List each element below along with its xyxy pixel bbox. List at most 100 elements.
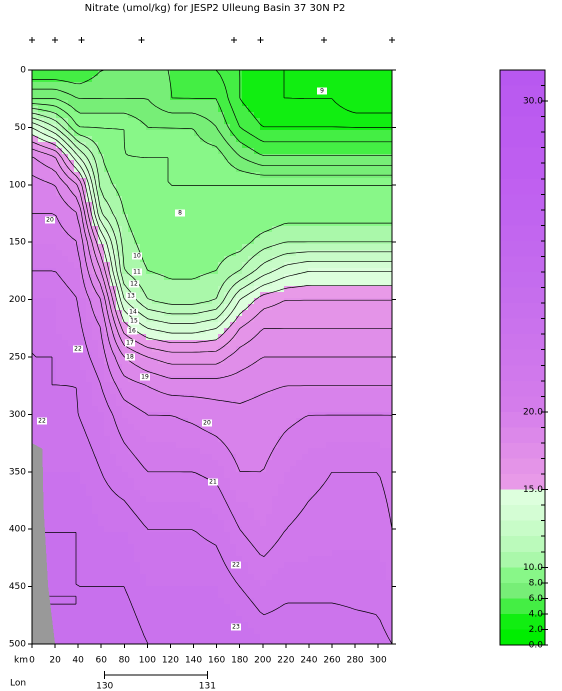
field-cell [116, 412, 122, 418]
field-cell [140, 418, 146, 424]
field-cell [44, 292, 50, 298]
field-cell [128, 190, 134, 196]
field-cell [344, 364, 350, 370]
field-cell [362, 82, 368, 88]
field-cell [248, 472, 254, 478]
field-cell [44, 76, 50, 82]
field-cell [260, 94, 266, 100]
field-cell [110, 334, 116, 340]
field-cell [326, 160, 332, 166]
field-cell [62, 106, 68, 112]
field-cell [200, 406, 206, 412]
field-cell [344, 532, 350, 538]
field-cell [50, 442, 56, 448]
field-cell [218, 118, 224, 124]
field-cell [302, 76, 308, 82]
field-cell [128, 178, 134, 184]
field-cell [176, 304, 182, 310]
field-cell [80, 556, 86, 562]
field-cell [272, 550, 278, 556]
field-cell [194, 178, 200, 184]
field-cell [224, 406, 230, 412]
field-cell [92, 388, 98, 394]
field-cell [194, 400, 200, 406]
field-cell [122, 490, 128, 496]
field-cell [56, 238, 62, 244]
field-cell [266, 118, 272, 124]
field-cell [194, 100, 200, 106]
field-cell [62, 166, 68, 172]
field-cell [350, 436, 356, 442]
field-cell [326, 430, 332, 436]
field-cell [140, 436, 146, 442]
field-cell [296, 430, 302, 436]
field-cell [368, 112, 374, 118]
field-cell [104, 70, 110, 76]
field-cell [152, 172, 158, 178]
field-cell [272, 448, 278, 454]
field-cell [98, 550, 104, 556]
field-cell [224, 286, 230, 292]
field-cell [278, 190, 284, 196]
field-cell [140, 316, 146, 322]
field-cell [296, 394, 302, 400]
field-cell [314, 478, 320, 484]
field-cell [314, 82, 320, 88]
field-cell [164, 490, 170, 496]
field-cell [86, 556, 92, 562]
field-cell [362, 88, 368, 94]
field-cell [266, 334, 272, 340]
field-cell [224, 430, 230, 436]
field-cell [290, 406, 296, 412]
field-cell [308, 442, 314, 448]
field-cell [194, 154, 200, 160]
field-cell [386, 124, 392, 130]
field-cell [374, 280, 380, 286]
field-cell [44, 190, 50, 196]
field-cell [206, 376, 212, 382]
field-cell [278, 112, 284, 118]
field-cell [98, 142, 104, 148]
field-cell [338, 466, 344, 472]
field-cell [56, 130, 62, 136]
field-cell [68, 100, 74, 106]
field-cell [92, 148, 98, 154]
field-cell [302, 508, 308, 514]
field-cell [194, 196, 200, 202]
field-cell [236, 118, 242, 124]
field-cell [206, 112, 212, 118]
field-cell [338, 454, 344, 460]
field-cell [140, 136, 146, 142]
field-cell [146, 430, 152, 436]
field-cell [176, 172, 182, 178]
field-cell [200, 412, 206, 418]
field-cell [176, 178, 182, 184]
field-cell [182, 238, 188, 244]
field-cell [110, 370, 116, 376]
field-cell [332, 202, 338, 208]
field-cell [188, 322, 194, 328]
field-cell [218, 340, 224, 346]
field-cell [350, 100, 356, 106]
field-cell [374, 106, 380, 112]
field-cell [128, 238, 134, 244]
field-cell [272, 454, 278, 460]
field-cell [86, 418, 92, 424]
field-cell [302, 352, 308, 358]
field-cell [332, 250, 338, 256]
field-cell [266, 346, 272, 352]
field-cell [104, 484, 110, 490]
field-cell [314, 538, 320, 544]
field-cell [248, 118, 254, 124]
field-cell [248, 484, 254, 490]
field-cell [44, 364, 50, 370]
field-cell [224, 76, 230, 82]
field-cell [56, 508, 62, 514]
field-cell [56, 346, 62, 352]
field-cell [134, 118, 140, 124]
field-cell [74, 256, 80, 262]
field-cell [152, 550, 158, 556]
field-cell [242, 496, 248, 502]
field-cell [146, 484, 152, 490]
field-cell [62, 448, 68, 454]
